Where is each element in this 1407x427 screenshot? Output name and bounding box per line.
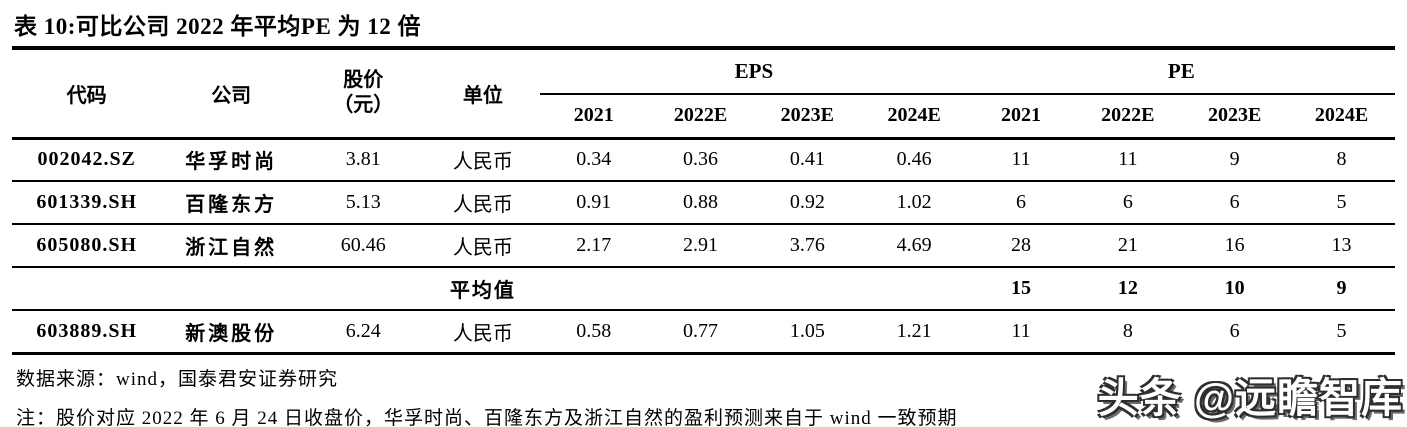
empty-cell [301, 267, 426, 311]
average-pe-value: 9 [1288, 267, 1395, 311]
eps-year-2024e: 2024E [860, 94, 968, 140]
company-name: 新澳股份 [161, 310, 302, 355]
average-pe-value: 10 [1181, 267, 1289, 311]
eps-value: 0.77 [647, 310, 754, 355]
eps-value: 0.88 [647, 181, 754, 225]
pe-value: 11 [967, 138, 1075, 182]
stock-price: 3.81 [301, 138, 426, 182]
table-row: 605080.SH 浙江自然 60.46 人民币 2.17 2.91 3.76 … [12, 224, 1395, 268]
eps-value: 1.21 [860, 310, 968, 355]
eps-value: 0.34 [540, 138, 648, 182]
pe-value: 21 [1074, 224, 1182, 268]
average-pe-value: 15 [967, 267, 1075, 311]
average-row: 平均值 15 12 10 9 [12, 267, 1395, 311]
eps-value: 1.05 [753, 310, 861, 355]
eps-value: 0.58 [540, 310, 648, 355]
eps-value: 3.76 [753, 224, 861, 268]
table-row: 601339.SH 百隆东方 5.13 人民币 0.91 0.88 0.92 1… [12, 181, 1395, 225]
table-row: 002042.SZ 华孚时尚 3.81 人民币 0.34 0.36 0.41 0… [12, 138, 1395, 182]
col-group-eps: EPS [540, 50, 968, 95]
header-group-row: 代码 公司 股价 （元） 单位 EPS PE [12, 50, 1395, 140]
col-header-code: 代码 [12, 50, 162, 140]
pe-value: 5 [1288, 310, 1395, 355]
eps-value: 0.41 [753, 138, 861, 182]
stock-price: 6.24 [301, 310, 426, 355]
currency-unit: 人民币 [425, 224, 541, 268]
eps-year-2023e: 2023E [753, 94, 861, 140]
currency-unit: 人民币 [425, 310, 541, 355]
eps-value: 0.92 [753, 181, 861, 225]
eps-value: 2.17 [540, 224, 648, 268]
pe-value: 6 [1181, 310, 1289, 355]
pe-year-2024e: 2024E [1288, 94, 1395, 140]
table-row: 603889.SH 新澳股份 6.24 人民币 0.58 0.77 1.05 1… [12, 310, 1395, 355]
stock-price: 60.46 [301, 224, 426, 268]
eps-value: 0.91 [540, 181, 648, 225]
col-header-unit: 单位 [425, 50, 541, 140]
company-name: 百隆东方 [161, 181, 302, 225]
pe-value: 11 [1074, 138, 1182, 182]
stock-price: 5.13 [301, 181, 426, 225]
pe-year-2023e: 2023E [1181, 94, 1289, 140]
pe-year-2021: 2021 [967, 94, 1075, 140]
price-header-line2: （元） [333, 94, 394, 117]
data-source: 数据来源：wind，国泰君安证券研究 [16, 368, 339, 390]
price-header-line1: 股价 [343, 69, 384, 92]
eps-value: 4.69 [860, 224, 968, 268]
title-bar: 表 10:可比公司 2022 年平均PE 为 12 倍 [12, 0, 1395, 50]
pe-value: 6 [1181, 181, 1289, 225]
footnote: 注：股价对应 2022 年 6 月 24 日收盘价，华孚时尚、百隆东方及浙江自然… [16, 407, 958, 427]
watermark-toutiao-yuanzhan: 头条 @远瞻智库 [1097, 375, 1403, 421]
empty-cell [540, 267, 648, 311]
stock-code: 002042.SZ [12, 138, 162, 182]
empty-cell [12, 267, 162, 311]
col-header-price: 股价 （元） [301, 50, 426, 140]
empty-cell [860, 267, 968, 311]
pe-value: 28 [967, 224, 1075, 268]
currency-unit: 人民币 [425, 138, 541, 182]
pe-year-2022e: 2022E [1074, 94, 1182, 140]
pe-value: 13 [1288, 224, 1395, 268]
average-label: 平均值 [425, 267, 541, 311]
comparable-companies-table: 代码 公司 股价 （元） 单位 EPS PE 2021 2022E 2023E … [12, 50, 1395, 355]
pe-value: 16 [1181, 224, 1289, 268]
stock-code: 601339.SH [12, 181, 162, 225]
empty-cell [161, 267, 302, 311]
currency-unit: 人民币 [425, 181, 541, 225]
header-years-row: 2021 2022E 2023E 2024E 2021 2022E 2023E … [12, 94, 1395, 140]
col-group-pe: PE [967, 50, 1395, 95]
stock-code: 603889.SH [12, 310, 162, 355]
eps-value: 0.46 [860, 138, 968, 182]
average-pe-value: 12 [1074, 267, 1182, 311]
pe-value: 8 [1288, 138, 1395, 182]
eps-value: 2.91 [647, 224, 754, 268]
pe-value: 8 [1074, 310, 1182, 355]
empty-cell [753, 267, 861, 311]
pe-value: 6 [967, 181, 1075, 225]
eps-value: 1.02 [860, 181, 968, 225]
empty-cell [647, 267, 754, 311]
company-name: 浙江自然 [161, 224, 302, 268]
pe-value: 11 [967, 310, 1075, 355]
eps-value: 0.36 [647, 138, 754, 182]
company-name: 华孚时尚 [161, 138, 302, 182]
eps-year-2022e: 2022E [647, 94, 754, 140]
stock-code: 605080.SH [12, 224, 162, 268]
pe-value: 9 [1181, 138, 1289, 182]
eps-year-2021: 2021 [540, 94, 648, 140]
pe-value: 5 [1288, 181, 1395, 225]
pe-value: 6 [1074, 181, 1182, 225]
table-title: 表 10:可比公司 2022 年平均PE 为 12 倍 [14, 14, 422, 39]
col-header-company: 公司 [161, 50, 302, 140]
